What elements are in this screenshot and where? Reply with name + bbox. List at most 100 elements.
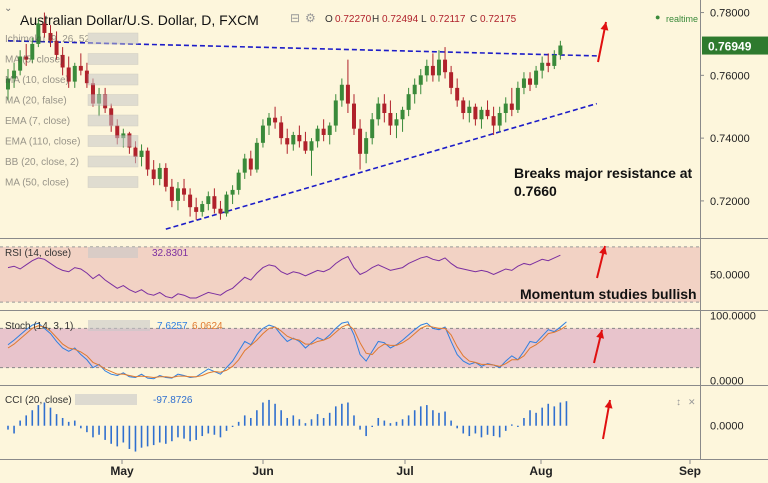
candle [528, 72, 533, 92]
candle [267, 113, 272, 135]
candle [78, 53, 83, 76]
bullish-arrowhead [600, 22, 609, 31]
candle-body [418, 75, 423, 85]
candle-body [406, 94, 411, 110]
candle [230, 185, 235, 205]
candle [521, 72, 526, 95]
candle-body [145, 150, 150, 170]
x-tick-label: May [110, 464, 134, 478]
candle-body [78, 65, 83, 71]
chevron-down-icon[interactable]: ⌄ [4, 3, 13, 14]
momentum-annotation: Momentum studies bullish [520, 286, 697, 302]
candle [212, 188, 217, 214]
candle [467, 100, 472, 123]
candle [430, 53, 435, 82]
indicator-label: MA (10, close) [5, 75, 69, 86]
candle-body [333, 100, 338, 126]
candle-body [503, 103, 508, 114]
candle-body [248, 158, 253, 170]
indicator-label: MA (50, close) [5, 178, 69, 189]
candle-body [224, 194, 229, 214]
candle-body [72, 65, 77, 82]
ohlc-low-value: 0.72117 [430, 14, 466, 25]
stoch-controls [88, 320, 150, 331]
candle [436, 50, 441, 82]
candle-body [309, 141, 314, 151]
trendline-support [165, 102, 598, 230]
ohlc-close-label: C [470, 14, 478, 25]
candle [248, 150, 253, 176]
candle [206, 191, 211, 211]
pane-close-icon: ✕ [688, 397, 696, 407]
candle-body [382, 103, 387, 114]
candle-body [370, 119, 375, 139]
candle [84, 62, 89, 88]
indicator-label: BB (20, close, 2) [5, 157, 79, 168]
candle-body [455, 87, 460, 101]
candle [157, 163, 162, 186]
candle-body [200, 204, 205, 212]
candle [48, 25, 53, 48]
candle [345, 59, 350, 114]
x-tick-label: Aug [529, 464, 552, 478]
candle-body [358, 128, 363, 154]
indicator-controls [87, 176, 139, 188]
candle-body [443, 59, 448, 73]
candle [412, 78, 417, 104]
candle [351, 94, 356, 135]
candle [24, 43, 29, 66]
candle-body [552, 54, 557, 66]
candle-body [479, 109, 484, 120]
candle [515, 81, 520, 114]
candle-body [291, 134, 296, 145]
indicator-legend-item: MA (5, close) [5, 53, 139, 66]
candle [388, 100, 393, 135]
candle-body [521, 78, 526, 88]
candle [169, 178, 174, 208]
candle [36, 18, 41, 48]
candle-body [424, 65, 429, 76]
candle [30, 37, 35, 63]
candle-body [509, 103, 514, 110]
candle [400, 106, 405, 132]
candle-body [388, 113, 393, 126]
candle-body [24, 56, 29, 60]
ohlc-open-label: O [325, 14, 333, 25]
price-y-tick-label: 0.74000 [710, 133, 750, 145]
candle [333, 94, 338, 132]
candle [534, 65, 539, 88]
candle [443, 47, 448, 79]
price-y-tick-label: 0.76000 [710, 70, 750, 82]
settings-icon[interactable]: ⚙ [305, 11, 316, 25]
indicator-legend-item: EMA (7, close) [5, 114, 139, 127]
format-icon[interactable]: ⊟ [290, 11, 301, 25]
candle [461, 97, 466, 120]
candle-body [558, 45, 563, 55]
indicator-controls [87, 73, 139, 86]
candle-body [345, 84, 350, 104]
candle [18, 50, 23, 76]
cci-value: -97.8726 [153, 395, 193, 406]
candle-body [218, 208, 223, 214]
candle [376, 97, 381, 126]
candle-body [84, 70, 89, 84]
candle-body [449, 72, 454, 88]
candle-body [351, 103, 356, 129]
indicator-legend-item: MA (50, close) [5, 176, 139, 189]
indicator-legend-item: BB (20, close, 2) [5, 155, 139, 168]
candle [497, 106, 502, 132]
candle [449, 65, 454, 95]
candle-body [236, 172, 241, 190]
candle [273, 106, 278, 129]
candle-body [279, 122, 284, 139]
candle [394, 113, 399, 139]
candle-body [515, 87, 520, 110]
indicator-label: Ichimoku (9, 26, 52, 26) [5, 34, 110, 45]
x-tick-label: Jun [252, 464, 273, 478]
resistance-level-annotation: 0.7660 [514, 183, 557, 199]
candle [424, 59, 429, 82]
candle [279, 116, 284, 145]
candle [236, 169, 241, 195]
ohlc-high-value: 0.72494 [382, 14, 419, 25]
